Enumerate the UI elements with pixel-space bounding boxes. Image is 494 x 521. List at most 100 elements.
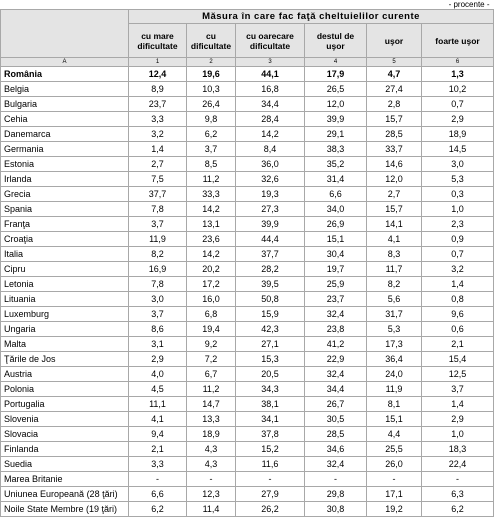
- value-cell: 2,8: [366, 96, 422, 112]
- value-cell: -: [186, 471, 236, 487]
- value-cell: 16,9: [128, 261, 187, 277]
- table-row: Ţările de Jos 2,9 7,2 15,3 22,9 36,4 15,4: [0, 351, 494, 367]
- table-row: Letonia 7,8 17,2 39,5 25,9 8,2 1,4: [0, 276, 494, 292]
- value-cell: 4,1: [128, 411, 187, 427]
- column-number: A: [0, 57, 129, 67]
- group-header: Măsura în care fac faţă cheltuielilor cu…: [128, 9, 494, 24]
- value-cell: 28,5: [304, 426, 367, 442]
- row-label: Uniunea Europeană (28 ţări): [0, 486, 129, 502]
- value-cell: 0,3: [421, 186, 494, 202]
- value-cell: 0,7: [421, 246, 494, 262]
- value-cell: 19,7: [304, 261, 367, 277]
- value-cell: 0,7: [421, 96, 494, 112]
- value-cell: 6,3: [421, 486, 494, 502]
- value-cell: 11,2: [186, 381, 236, 397]
- value-cell: 8,5: [186, 156, 236, 172]
- value-cell: 17,3: [366, 336, 422, 352]
- value-cell: 30,5: [304, 411, 367, 427]
- value-cell: 4,7: [366, 66, 422, 82]
- value-cell: 8,3: [366, 246, 422, 262]
- column-header: uşor: [366, 23, 422, 58]
- value-cell: 26,0: [366, 456, 422, 472]
- row-label: Slovenia: [0, 411, 129, 427]
- value-cell: 11,7: [366, 261, 422, 277]
- value-cell: 24,0: [366, 366, 422, 382]
- value-cell: 3,3: [128, 111, 187, 127]
- row-label: Ungaria: [0, 321, 129, 337]
- value-cell: 9,4: [128, 426, 187, 442]
- value-cell: 20,2: [186, 261, 236, 277]
- column-number: 4: [304, 57, 367, 67]
- row-label: Spania: [0, 201, 129, 217]
- value-cell: 6,6: [304, 186, 367, 202]
- value-cell: 9,8: [186, 111, 236, 127]
- row-label: Slovacia: [0, 426, 129, 442]
- table-row: Lituania 3,0 16,0 50,8 23,7 5,6 0,8: [0, 291, 494, 307]
- value-cell: 31,4: [304, 171, 367, 187]
- value-cell: 4,3: [186, 441, 236, 457]
- value-cell: 3,7: [128, 306, 187, 322]
- row-label: Danemarca: [0, 126, 129, 142]
- value-cell: 4,5: [128, 381, 187, 397]
- value-cell: 14,1: [366, 216, 422, 232]
- table-row: Franţa 3,7 13,1 39,9 26,9 14,1 2,3: [0, 216, 494, 232]
- table-row: Slovenia 4,1 13,3 34,1 30,5 15,1 2,9: [0, 411, 494, 427]
- table-row: Suedia 3,3 4,3 11,6 32,4 26,0 22,4: [0, 456, 494, 472]
- row-label: Marea Britanie: [0, 471, 129, 487]
- value-cell: 0,9: [421, 231, 494, 247]
- table-row: România 12,4 19,6 44,1 17,9 4,7 1,3: [0, 66, 494, 82]
- value-cell: 2,1: [128, 441, 187, 457]
- row-label: Grecia: [0, 186, 129, 202]
- value-cell: 14,5: [421, 141, 494, 157]
- table-row: Marea Britanie - - - - - -: [0, 471, 494, 487]
- value-cell: 2,9: [421, 111, 494, 127]
- value-cell: 15,1: [366, 411, 422, 427]
- value-cell: 28,4: [235, 111, 305, 127]
- table-row: Irlanda 7,5 11,2 32,6 31,4 12,0 5,3: [0, 171, 494, 187]
- row-label: Austria: [0, 366, 129, 382]
- table-row: Grecia 37,7 33,3 19,3 6,6 2,7 0,3: [0, 186, 494, 202]
- table-row: Cehia 3,3 9,8 28,4 39,9 15,7 2,9: [0, 111, 494, 127]
- value-cell: 3,3: [128, 456, 187, 472]
- value-cell: 12,3: [186, 486, 236, 502]
- value-cell: 29,1: [304, 126, 367, 142]
- value-cell: 18,3: [421, 441, 494, 457]
- value-cell: 22,4: [421, 456, 494, 472]
- value-cell: 13,3: [186, 411, 236, 427]
- column-number: 6: [421, 57, 494, 67]
- column-number: 2: [186, 57, 236, 67]
- value-cell: -: [128, 471, 187, 487]
- value-cell: 23,7: [304, 291, 367, 307]
- table-row: Germania 1,4 3,7 8,4 38,3 33,7 14,5: [0, 141, 494, 157]
- table-row: Ungaria 8,6 19,4 42,3 23,8 5,3 0,6: [0, 321, 494, 337]
- value-cell: 37,7: [235, 246, 305, 262]
- value-cell: 4,1: [366, 231, 422, 247]
- value-cell: 26,9: [304, 216, 367, 232]
- column-header: foarte uşor: [421, 23, 494, 58]
- value-cell: 15,4: [421, 351, 494, 367]
- value-cell: 3,7: [186, 141, 236, 157]
- value-cell: 14,2: [186, 246, 236, 262]
- row-label: Malta: [0, 336, 129, 352]
- row-label: Lituania: [0, 291, 129, 307]
- value-cell: 23,6: [186, 231, 236, 247]
- value-cell: 15,7: [366, 201, 422, 217]
- row-label: Belgia: [0, 81, 129, 97]
- table-row: Luxemburg 3,7 6,8 15,9 32,4 31,7 9,6: [0, 306, 494, 322]
- value-cell: 1,0: [421, 426, 494, 442]
- row-label: Cehia: [0, 111, 129, 127]
- row-label: Polonia: [0, 381, 129, 397]
- value-cell: 27,4: [366, 81, 422, 97]
- value-cell: 29,8: [304, 486, 367, 502]
- value-cell: 39,5: [235, 276, 305, 292]
- value-cell: 13,1: [186, 216, 236, 232]
- value-cell: 19,2: [366, 501, 422, 517]
- value-cell: 11,2: [186, 171, 236, 187]
- value-cell: 37,8: [235, 426, 305, 442]
- value-cell: 19,6: [186, 66, 236, 82]
- table-row: Uniunea Europeană (28 ţări) 6,6 12,3 27,9 29…: [0, 486, 494, 502]
- value-cell: 23,8: [304, 321, 367, 337]
- value-cell: 50,8: [235, 291, 305, 307]
